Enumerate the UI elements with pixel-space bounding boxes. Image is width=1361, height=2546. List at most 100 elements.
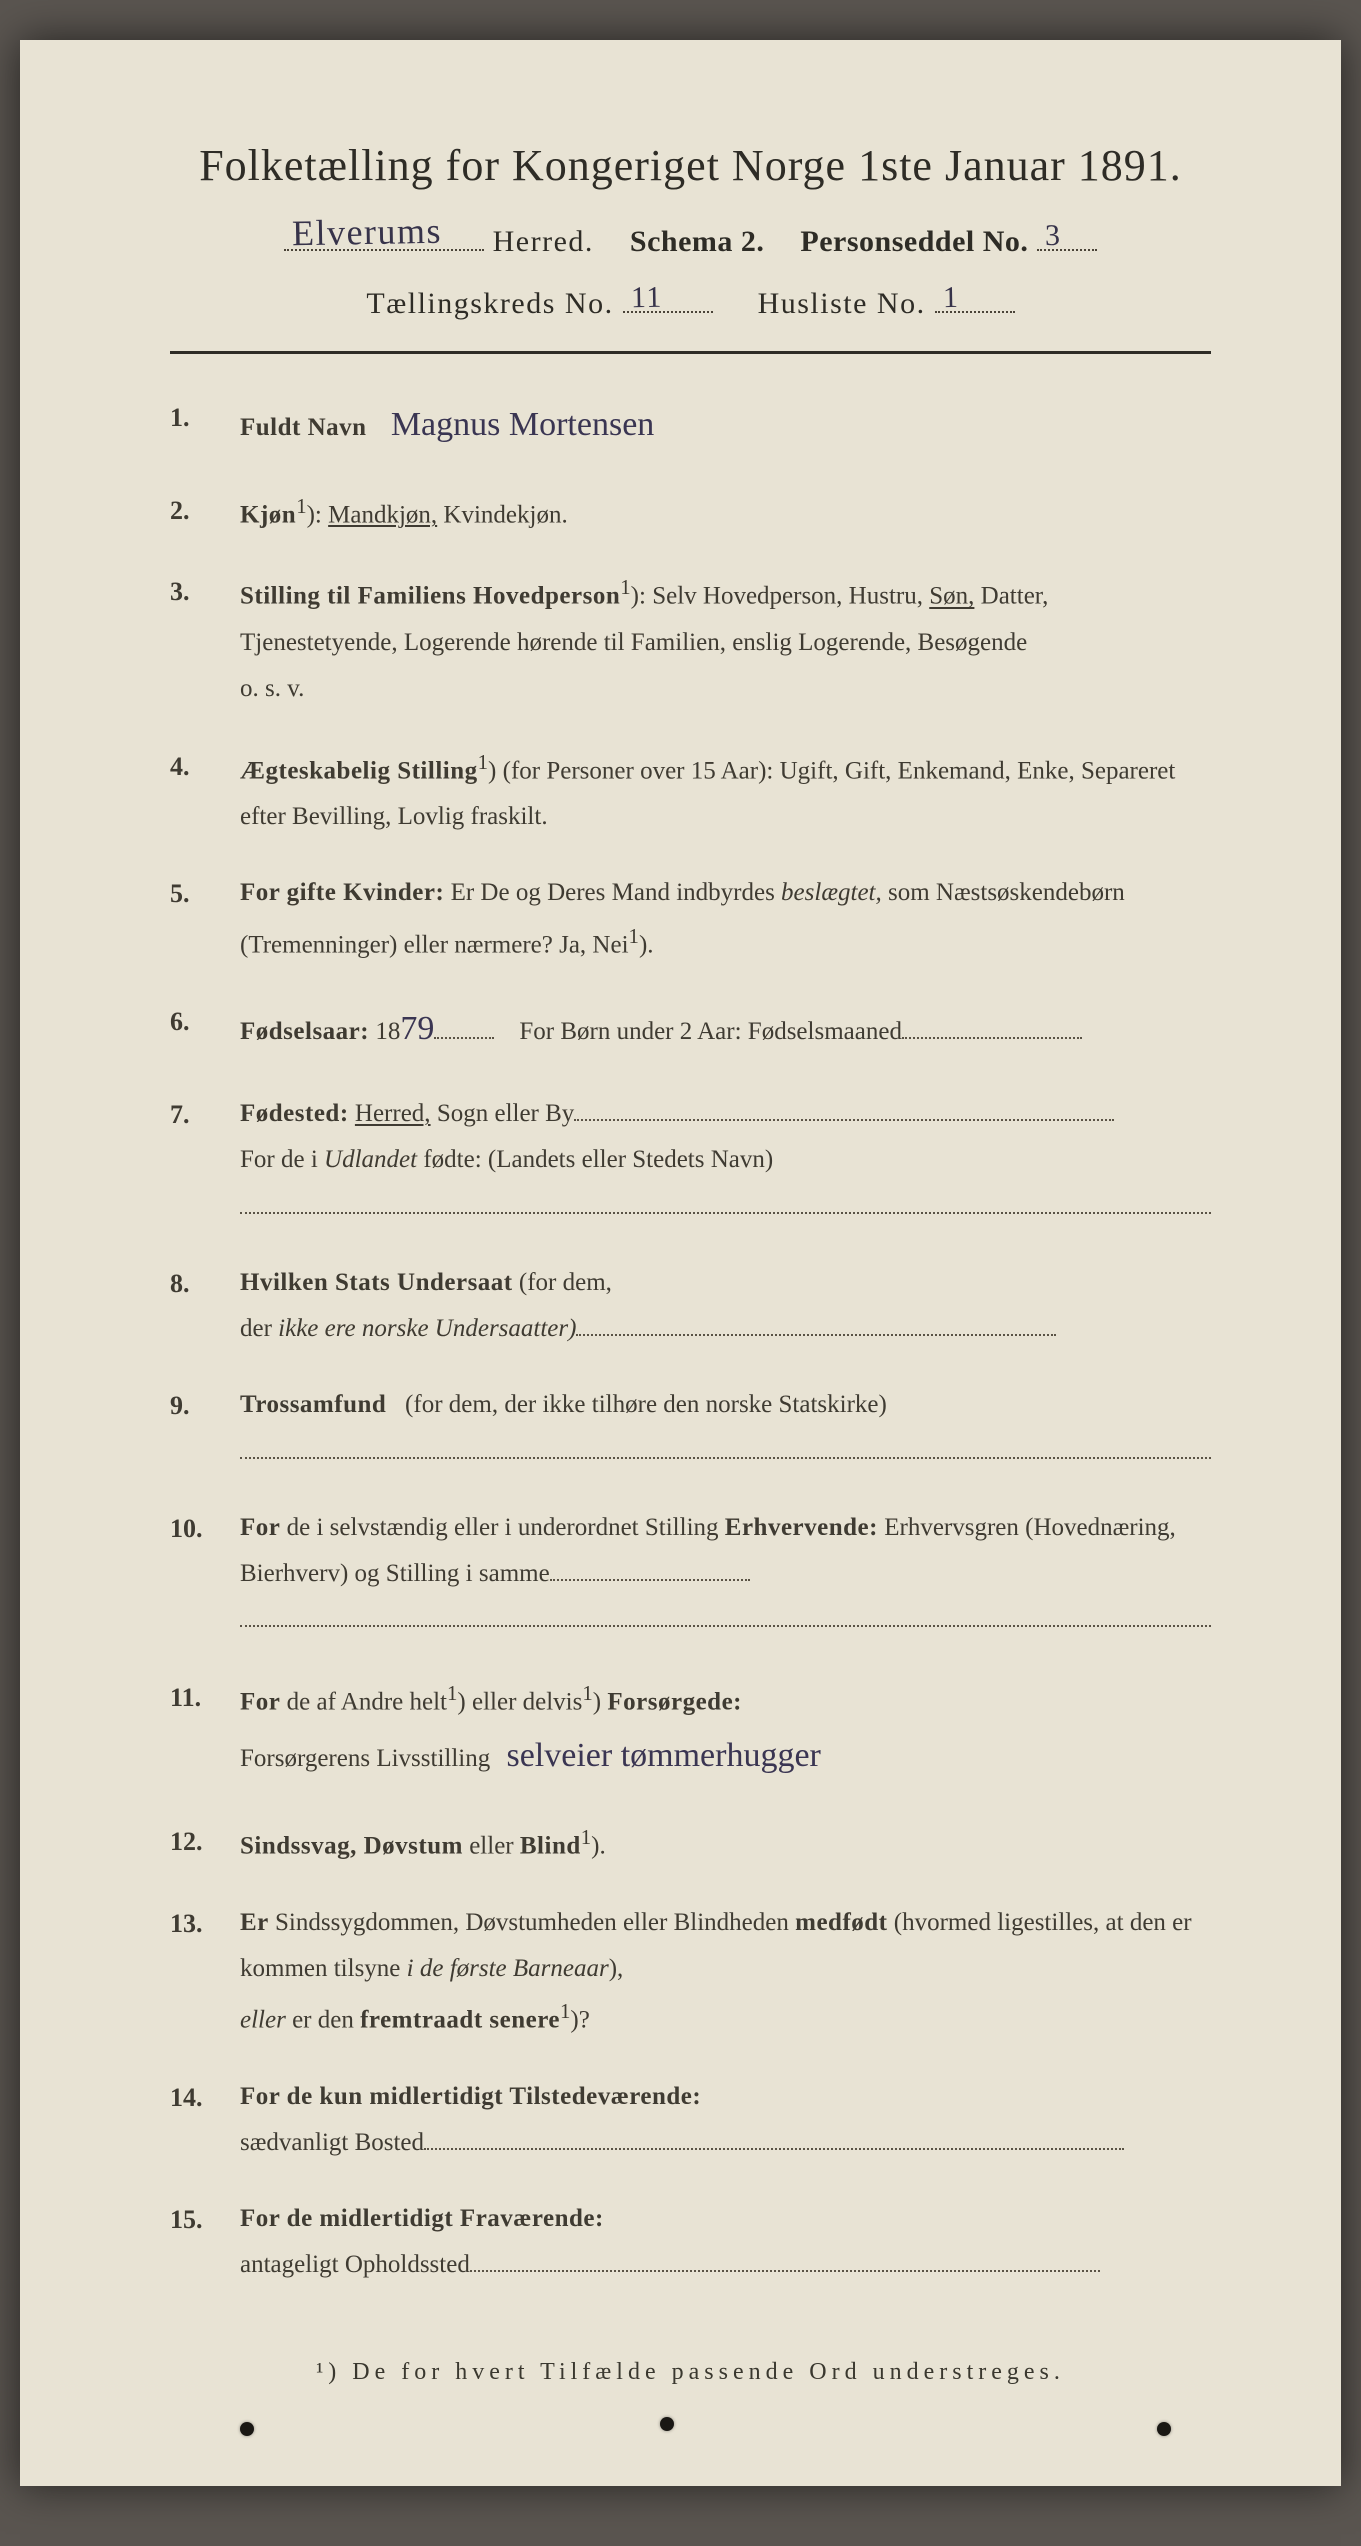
i3-text-a: Selv Hovedperson, Hustru, (652, 583, 923, 610)
i3-label: Stilling til Familiens Hovedperson (240, 583, 620, 610)
i8-dots (576, 1334, 1056, 1336)
i13-ital: i de første Barneaar (407, 1955, 609, 1982)
i8-label: Hvilken Stats Undersaat (240, 1269, 513, 1296)
i10-erh: Erhvervende: (725, 1514, 878, 1541)
i11-value: selveier tømmerhugger (506, 1737, 820, 1774)
i13-text-a: Sindssygdommen, Døvstumheden eller Blind… (275, 1909, 789, 1936)
husliste-label: Husliste No. (758, 287, 926, 320)
personseddel-field: 3 (1037, 215, 1097, 251)
i5-label: For gifte Kvinder: (240, 879, 444, 906)
i3-text-c: o. s. v. (240, 675, 304, 702)
i11-text-b: eller delvis (472, 1688, 582, 1715)
item-7: Fødested: Herred, Sogn eller By For de i… (170, 1091, 1211, 1230)
personseddel-label: Personseddel No. (800, 225, 1028, 258)
i13-fremt: fremtraadt senere (360, 2006, 560, 2033)
i4-label: Ægteskabelig Stilling (240, 757, 478, 784)
sub-line-1: Elverums Herred. Schema 2. Personseddel … (170, 215, 1211, 259)
herred-value: Elverums (291, 210, 442, 255)
i15-label: For de midlertidigt Fraværende: (240, 2205, 604, 2232)
i6-dots1 (434, 1037, 494, 1039)
item-11: For de af Andre helt1) eller delvis1) Fo… (170, 1674, 1211, 1788)
item-list: Fuldt Navn Magnus Mortensen Kjøn1): Mand… (170, 394, 1211, 2289)
i12-label: Sindssvag, Døvstum (240, 1832, 463, 1859)
husliste-field: 1 (935, 277, 1015, 313)
i2-opt-b: Kvindekjøn. (443, 501, 567, 528)
item-5: For gifte Kvinder: Er De og Deres Mand i… (170, 870, 1211, 968)
item-1: Fuldt Navn Magnus Mortensen (170, 394, 1211, 457)
i8-line2b: ikke ere norske Undersaatter) (278, 1315, 576, 1342)
item-3: Stilling til Familiens Hovedperson1): Se… (170, 568, 1211, 712)
i12-blind: Blind (520, 1832, 581, 1859)
i5-besl: beslægtet, (781, 879, 882, 906)
i7-herred: Herred, (355, 1100, 431, 1127)
item-9: Trossamfund (for dem, der ikke tilhøre d… (170, 1382, 1211, 1475)
i8-line2a: der (240, 1315, 272, 1342)
i7-blank-line (240, 1189, 1211, 1214)
item-6: Fødselsaar: 1879 For Børn under 2 Aar: F… (170, 998, 1211, 1061)
sub-line-2: Tællingskreds No. 11 Husliste No. 1 (170, 277, 1211, 321)
i7-udl: Udlandet (324, 1146, 417, 1173)
i13-medf: medfødt (795, 1909, 887, 1936)
i7-rest: Sogn eller By (437, 1100, 575, 1127)
item-15: For de midlertidigt Fraværende: antageli… (170, 2196, 1211, 2289)
i11-fors: Forsørgede: (607, 1688, 742, 1715)
header-block: Folketælling for Kongeriget Norge 1ste J… (170, 140, 1211, 321)
i2-label: Kjøn (240, 501, 296, 528)
main-title: Folketælling for Kongeriget Norge 1ste J… (170, 140, 1211, 191)
i2-opt-a: Mandkjøn, (328, 501, 437, 528)
schema-label: Schema 2. (630, 225, 765, 258)
i10-label: For (240, 1514, 280, 1541)
item-10: For de i selvstændig eller i underordnet… (170, 1505, 1211, 1644)
item-12: Sindssvag, Døvstum eller Blind1). (170, 1818, 1211, 1870)
i6-label-b: For Børn under 2 Aar: Fødselsmaaned (519, 1018, 902, 1045)
i15-dots (470, 2270, 1100, 2272)
i12-text: eller (469, 1832, 513, 1859)
i11-text-a: de af Andre helt (287, 1688, 447, 1715)
i13-text-d: er den (292, 2006, 354, 2033)
i14-line2: sædvanligt Bosted (240, 2129, 424, 2156)
i10-dots1 (550, 1579, 750, 1581)
dust-spot (1157, 2422, 1171, 2436)
footnote: ¹) De for hvert Tilfælde passende Ord un… (170, 2359, 1211, 2386)
item-14: For de kun midlertidigt Tilstedeværende:… (170, 2074, 1211, 2167)
herred-label: Herred. (493, 225, 594, 258)
i13-q: ? (579, 2006, 590, 2033)
i9-blank-line (240, 1434, 1211, 1459)
i13-text-c: ), (609, 1955, 624, 1982)
i5-text-a: Er De og Deres Mand indbyrdes (451, 879, 775, 906)
i6-year-prefix: 18 (375, 1018, 400, 1045)
i6-label-a: Fødselsaar: (240, 1018, 369, 1045)
tkreds-value: 11 (630, 281, 662, 316)
i6-year-value: 79 (400, 1010, 434, 1047)
i9-text: (for dem, der ikke tilhøre den norske St… (405, 1391, 887, 1418)
i14-label: For de kun midlertidigt Tilstedeværende: (240, 2083, 701, 2110)
i15-line2: antageligt Opholdssted (240, 2251, 470, 2278)
dust-spot (660, 2417, 674, 2431)
husliste-value: 1 (942, 281, 959, 315)
i4-cond: (for Personer over 15 Aar): (503, 757, 774, 784)
i1-label: Fuldt Navn (240, 414, 367, 441)
herred-field: Elverums (284, 215, 484, 251)
i1-value: Magnus Mortensen (391, 406, 654, 443)
dust-spot (240, 2422, 254, 2436)
i11-label: For (240, 1688, 280, 1715)
i13-eller: eller (240, 2006, 286, 2033)
i10-text-a: de i selvstændig eller i underordnet Sti… (287, 1514, 719, 1541)
i7-line2b: fødte: (Landets eller Stedets Navn) (423, 1146, 773, 1173)
personseddel-value: 3 (1045, 219, 1062, 253)
item-8: Hvilken Stats Undersaat (for dem, der ik… (170, 1260, 1211, 1353)
tkreds-field: 11 (623, 277, 713, 313)
i14-dots (424, 2148, 1124, 2150)
item-13: Er Sindssygdommen, Døvstumheden eller Bl… (170, 1900, 1211, 2044)
item-2: Kjøn1): Mandkjøn, Kvindekjøn. (170, 487, 1211, 539)
i6-dots2 (902, 1037, 1082, 1039)
census-form-page: Folketælling for Kongeriget Norge 1ste J… (20, 40, 1341, 2486)
item-4: Ægteskabelig Stilling1) (for Personer ov… (170, 743, 1211, 841)
tkreds-label: Tællingskreds No. (366, 287, 613, 320)
i10-blank-line (240, 1602, 1211, 1627)
i13-label: Er (240, 1909, 269, 1936)
i3-sel: Søn, (929, 583, 974, 610)
i7-dots (574, 1119, 1114, 1121)
i7-line2: For de i (240, 1146, 318, 1173)
i8-cond: (for dem, (519, 1269, 612, 1296)
